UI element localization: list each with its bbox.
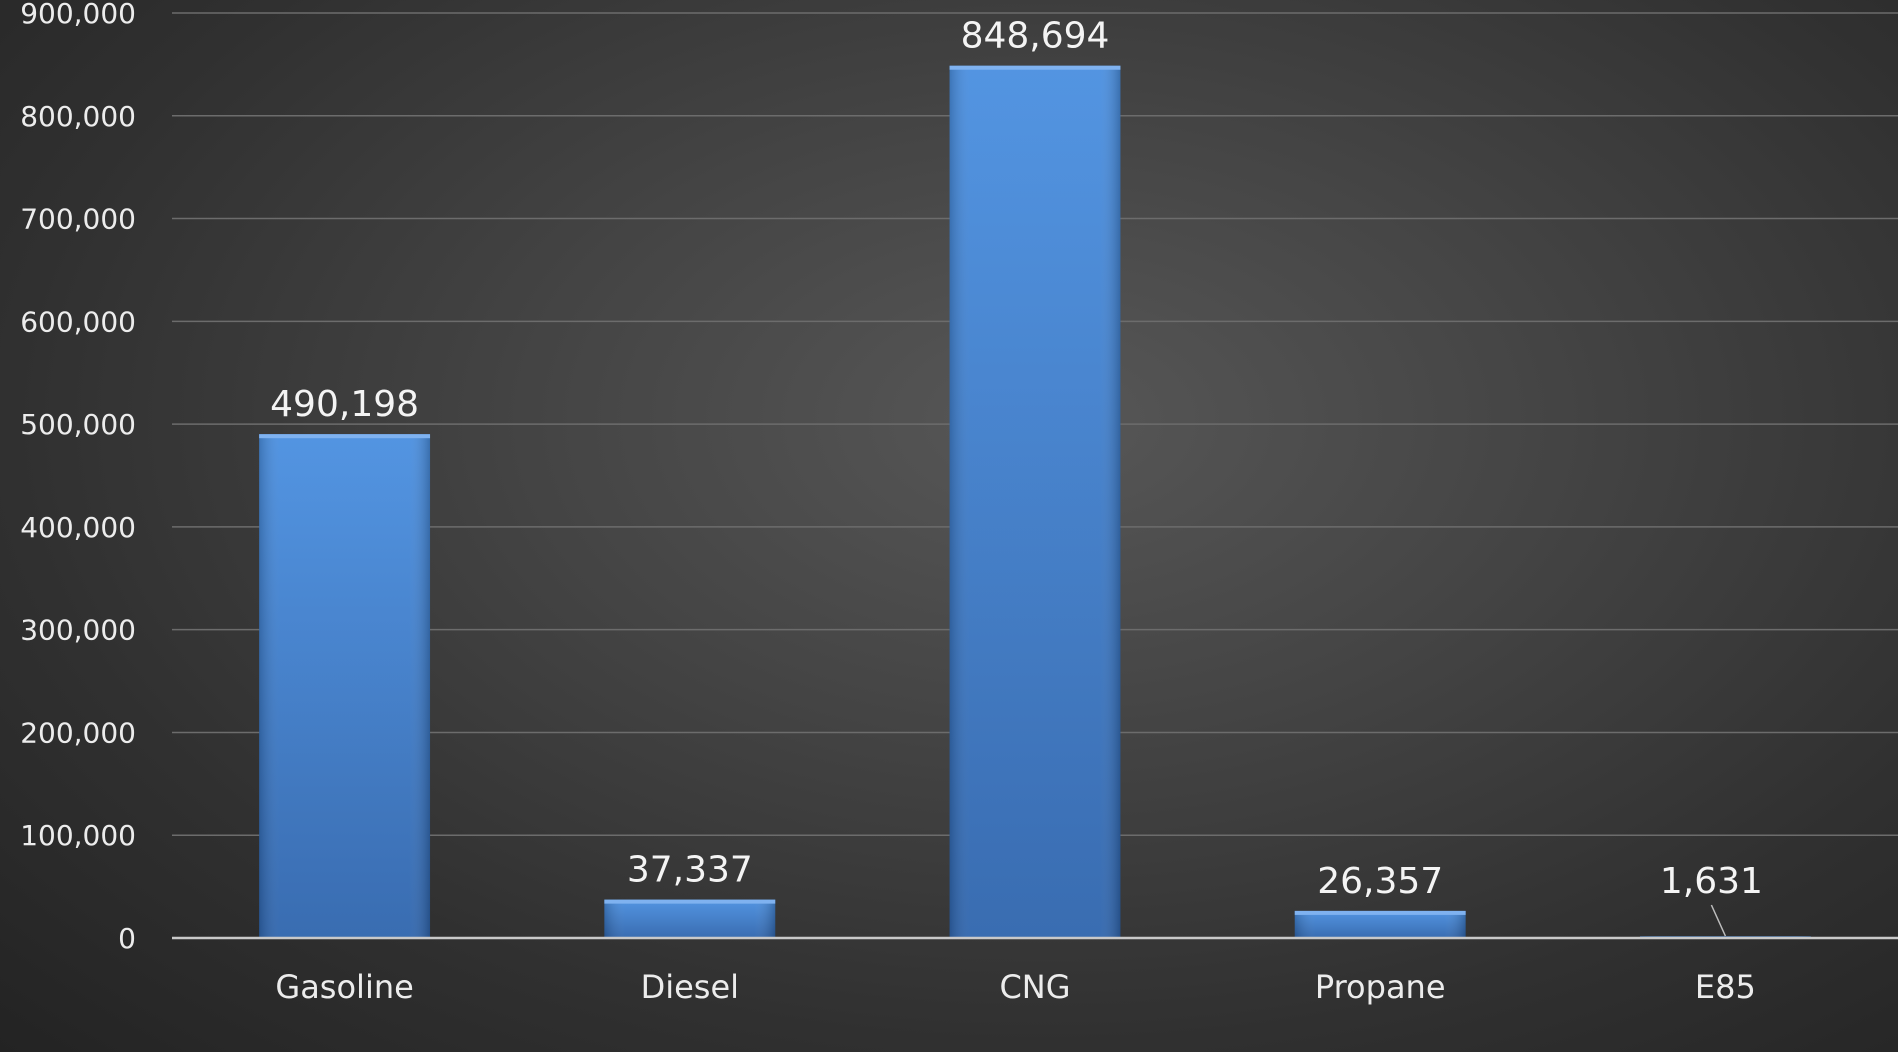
data-label-leader-line xyxy=(1710,904,1727,937)
y-tick-label: 900,000 xyxy=(20,0,136,30)
y-tick-label: 500,000 xyxy=(20,408,136,441)
bar-propane xyxy=(1294,910,1466,938)
y-axis-ticks: 0 100,000 200,000 300,000 400,000 500,000 600,… xyxy=(20,0,136,955)
y-tick-label: 200,000 xyxy=(20,716,136,749)
bar-highlight xyxy=(949,65,1121,70)
y-tick-label: 400,000 xyxy=(20,511,136,544)
data-labels: 490,198 37,337 848,694 26,357 1,631 xyxy=(270,16,1763,937)
y-tick-label: 0 xyxy=(118,922,136,955)
bar-highlight xyxy=(604,899,776,904)
y-tick-label: 300,000 xyxy=(20,614,136,647)
bar-highlight xyxy=(259,434,431,439)
x-tick-label: CNG xyxy=(999,968,1070,1006)
x-tick-label: Propane xyxy=(1315,968,1446,1006)
bar-shading xyxy=(259,434,431,938)
x-axis-ticks: Gasoline Diesel CNG Propane E85 xyxy=(275,968,1755,1006)
bar-cng xyxy=(949,65,1121,939)
bars xyxy=(259,65,1811,939)
x-tick-label: Diesel xyxy=(641,968,739,1006)
y-tick-label: 600,000 xyxy=(20,305,136,338)
y-tick-label: 800,000 xyxy=(20,100,136,133)
x-tick-label: E85 xyxy=(1695,968,1756,1006)
data-label: 490,198 xyxy=(270,384,419,425)
y-tick-label: 700,000 xyxy=(20,203,136,236)
bar-gasoline xyxy=(259,434,431,938)
bar-shading xyxy=(604,899,776,938)
bar-highlight xyxy=(1294,910,1466,915)
bar-shading xyxy=(949,65,1121,939)
bar-shading xyxy=(1294,910,1466,938)
bar-diesel xyxy=(604,899,776,938)
data-label: 1,631 xyxy=(1660,861,1763,902)
data-label: 26,357 xyxy=(1317,861,1443,902)
data-label: 37,337 xyxy=(627,850,753,891)
x-tick-label: Gasoline xyxy=(275,968,413,1006)
y-tick-label: 100,000 xyxy=(20,819,136,852)
data-label: 848,694 xyxy=(961,16,1110,57)
